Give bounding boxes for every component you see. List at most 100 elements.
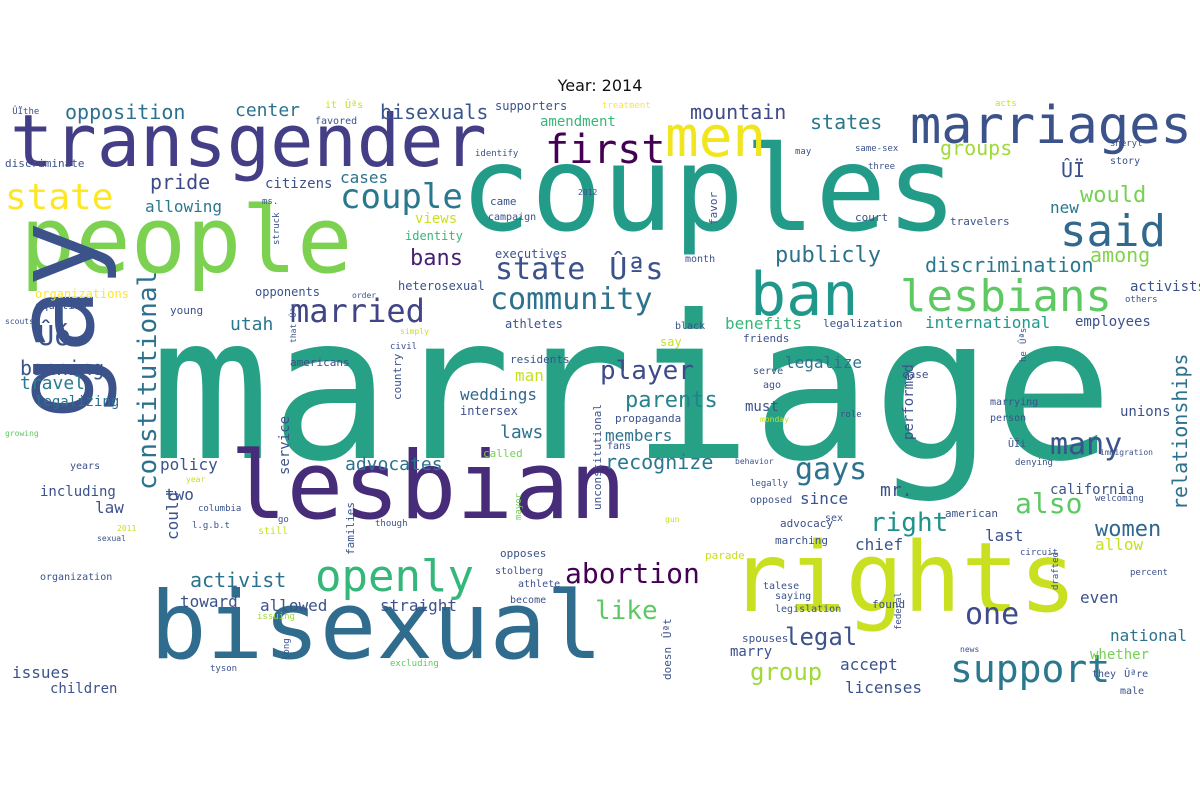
word-issues: issues	[12, 663, 70, 682]
word-heterosexual: heterosexual	[398, 279, 485, 293]
word-black: black	[675, 321, 706, 332]
word-month: month	[685, 254, 716, 265]
word-player: player	[600, 356, 694, 386]
word-allowing: allowing	[145, 197, 223, 216]
word-benefits: benefits	[725, 314, 803, 333]
word-national: national	[1110, 626, 1188, 645]
word-gays: gays	[795, 452, 868, 487]
word-stolberg: stolberg	[495, 566, 544, 577]
word-campaign: campaign	[488, 212, 537, 223]
word-california: california	[1050, 482, 1135, 498]
word-group: group	[750, 658, 823, 686]
word-simply: simply	[400, 327, 429, 336]
word-scouts: scouts	[5, 317, 34, 326]
word-parade: parade	[705, 549, 745, 562]
word-identity: identity	[405, 229, 463, 243]
word-among: among	[1090, 243, 1151, 267]
word-employees: employees	[1075, 314, 1151, 330]
word-glyph: Ûó	[15, 319, 72, 352]
word-long: long	[282, 638, 292, 660]
word-columbia: columbia	[198, 504, 242, 514]
word-2011: 2011	[117, 524, 137, 533]
word-the: ÛÏthe	[5, 107, 40, 117]
word-organizations: organizations	[35, 287, 129, 301]
word-may: may	[795, 147, 812, 157]
word-views: views	[415, 211, 458, 227]
word-bisexual: bisexual	[150, 572, 603, 681]
word-ms: ms.	[262, 197, 279, 207]
word-also: also	[1015, 487, 1083, 520]
word-legal: legal	[785, 623, 858, 651]
word-since: since	[800, 489, 849, 508]
word-percent: percent	[1130, 568, 1168, 578]
word-abortion: abortion	[565, 557, 700, 590]
word-law: law	[95, 498, 124, 517]
word-become: become	[510, 595, 547, 606]
word-community: community	[490, 282, 653, 317]
word-banning: banning	[20, 356, 105, 380]
word-civil: civil	[390, 342, 418, 352]
word-struck: struck	[272, 212, 282, 245]
word-ban: ban	[750, 260, 859, 330]
word-families: families	[344, 502, 357, 555]
word-allow: allow	[1095, 535, 1144, 554]
word-rights: rights	[730, 522, 1077, 634]
word-travel: travel	[20, 373, 86, 394]
word-unions: unions	[1120, 404, 1171, 420]
word-athlete: athlete	[518, 579, 561, 590]
word-though: though	[375, 519, 408, 529]
word-court: court	[855, 211, 889, 224]
word-behavior: behavior	[735, 457, 774, 466]
word-propaganda: propaganda	[615, 412, 682, 425]
word-residents: residents	[510, 353, 570, 366]
word-members: members	[605, 426, 673, 445]
word-right: right	[870, 508, 949, 538]
word-even: even	[1080, 588, 1119, 607]
word-one: one	[965, 597, 1020, 632]
word-year: year	[186, 475, 206, 484]
word-amendment: amendment	[540, 114, 616, 130]
word-case: case	[902, 368, 929, 381]
word-including: including	[40, 484, 116, 500]
word-issuing: issuing	[257, 612, 295, 622]
word-found: found	[872, 598, 906, 611]
word-sexual: sexual	[97, 534, 126, 543]
word-allowed: allowed	[260, 596, 328, 615]
word-news: news	[960, 645, 980, 654]
word-athletes: athletes	[505, 317, 563, 331]
word-glyph: ÛÏ	[1045, 158, 1086, 182]
word-service: service	[277, 415, 293, 475]
word-identify: identify	[475, 149, 519, 159]
word-drafted: drafted	[1051, 552, 1061, 590]
word-center: center	[235, 100, 301, 121]
word-spouses: spouses	[742, 632, 789, 645]
word-organization: organization	[40, 572, 113, 583]
word-must: must	[745, 399, 779, 415]
word-excluding: excluding	[390, 659, 439, 669]
word-policy: policy	[160, 455, 218, 474]
word-accept: accept	[840, 655, 898, 674]
word-parents: parents	[625, 388, 718, 413]
word-discriminate: discriminate	[5, 157, 85, 170]
word-executives: executives	[495, 247, 568, 261]
word-denying: denying	[1015, 458, 1053, 468]
word-americans: americans	[290, 356, 350, 369]
word-last: last	[985, 526, 1024, 545]
word-citizens: citizens	[265, 176, 333, 192]
word-circuit: circuit	[1020, 548, 1058, 558]
word-talese: talese	[763, 581, 800, 592]
word-activist: activist	[190, 568, 287, 592]
word-favored: favored	[315, 116, 358, 127]
word-saying: saying	[775, 591, 812, 602]
word-male: male	[1120, 686, 1145, 697]
word-fans: fans	[607, 441, 632, 452]
word-straight: straight	[380, 596, 458, 615]
word-bisexuals: bisexuals	[380, 100, 489, 124]
word-state: state	[5, 177, 114, 218]
word-weddings: weddings	[460, 385, 538, 404]
word-people: people	[20, 187, 353, 294]
word-same-sex: same-sex	[855, 144, 899, 154]
word-opposition: opposition	[65, 100, 186, 124]
word-ago: ago	[763, 380, 782, 391]
word-opposes: opposes	[500, 547, 547, 560]
